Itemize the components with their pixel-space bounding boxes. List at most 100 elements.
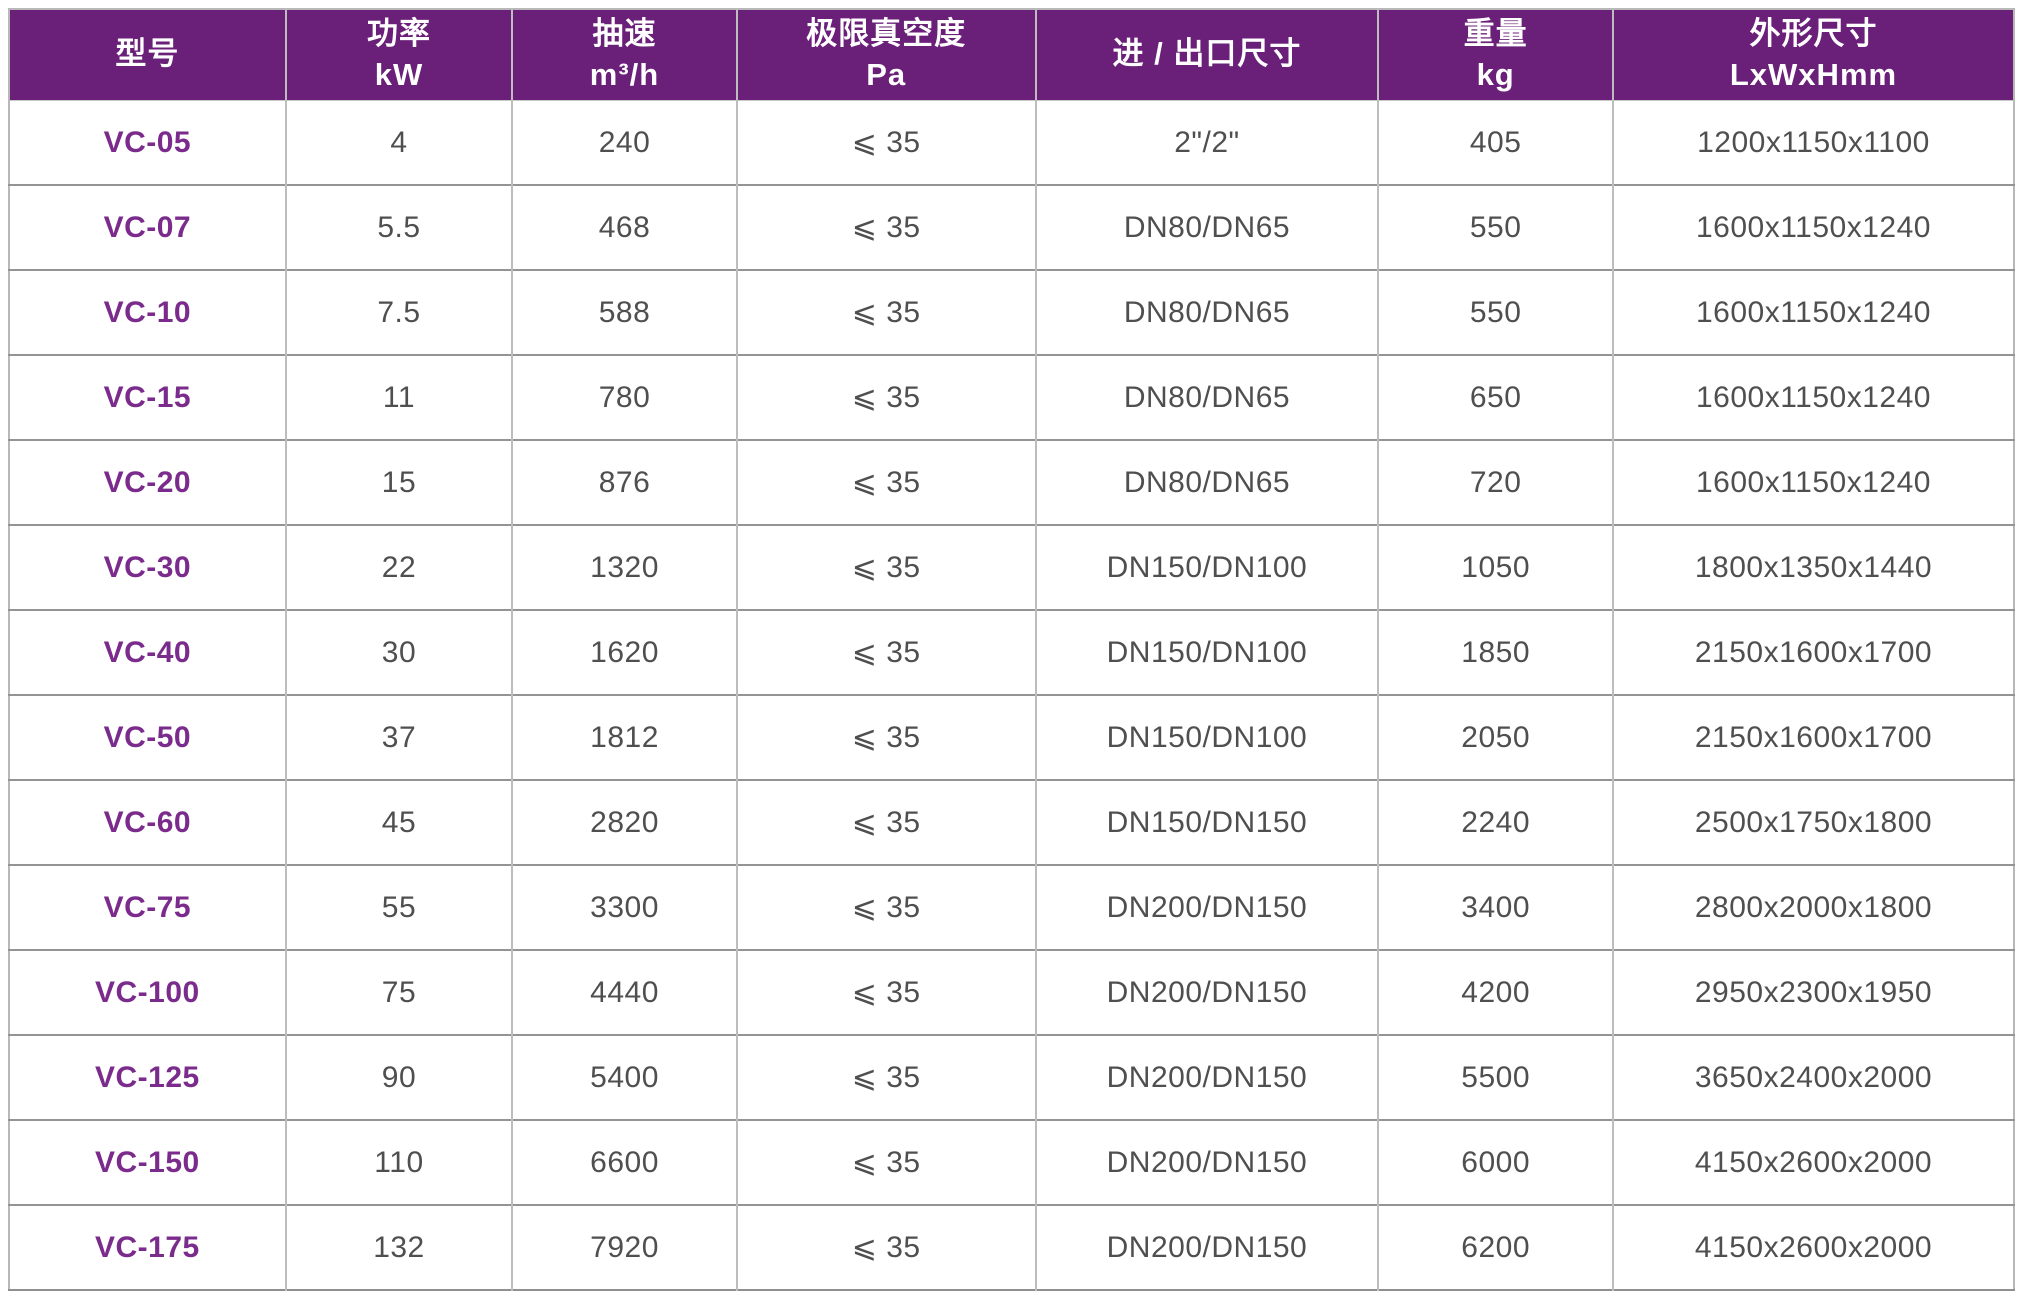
value-cell-speed: 3300 <box>511 864 737 951</box>
model-cell: VC-10 <box>9 269 286 356</box>
value-cell-power: 132 <box>284 1204 513 1291</box>
value-cell-port: DN200/DN150 <box>1034 864 1379 951</box>
table-row: VC-60 45 2820 ⩽ 35 DN150/DN150 2240 2500x1750x… <box>9 779 2014 866</box>
value-cell-dims: 4150x2600x2000 <box>1611 1119 2014 1206</box>
column-header-weight: 重量 kg <box>1377 9 1613 101</box>
value-cell-vacuum: ⩽ 35 <box>735 609 1036 696</box>
value-cell-power: 75 <box>284 949 513 1036</box>
table-row: VC-75 55 3300 ⩽ 35 DN200/DN150 3400 2800x2000x… <box>9 864 2014 951</box>
value-cell-power: 4 <box>284 100 513 186</box>
value-cell-vacuum: ⩽ 35 <box>735 1204 1036 1291</box>
value-cell-weight: 2050 <box>1377 694 1613 781</box>
value-cell-dims: 1800x1350x1440 <box>1611 524 2014 611</box>
value-cell-vacuum: ⩽ 35 <box>735 1119 1036 1206</box>
column-header-vacuum: 极限真空度 Pa <box>735 9 1036 101</box>
column-header-model: 型号 <box>9 9 286 101</box>
value-cell-power: 110 <box>284 1119 513 1206</box>
table-body: VC-05 4 240 ⩽ 35 2"/2" 405 1200x1150x1100 VC-07… <box>9 100 2014 1291</box>
value-cell-vacuum: ⩽ 35 <box>735 864 1036 951</box>
value-cell-power: 7.5 <box>284 269 513 356</box>
value-cell-vacuum: ⩽ 35 <box>735 524 1036 611</box>
value-cell-weight: 550 <box>1377 269 1613 356</box>
value-cell-vacuum: ⩽ 35 <box>735 354 1036 441</box>
table-row: VC-05 4 240 ⩽ 35 2"/2" 405 1200x1150x1100 <box>9 100 2014 186</box>
value-cell-weight: 2240 <box>1377 779 1613 866</box>
value-cell-port: DN200/DN150 <box>1034 1034 1379 1121</box>
value-cell-vacuum: ⩽ 35 <box>735 439 1036 526</box>
value-cell-power: 45 <box>284 779 513 866</box>
value-cell-speed: 4440 <box>511 949 737 1036</box>
table-row: VC-125 90 5400 ⩽ 35 DN200/DN150 5500 3650x2400… <box>9 1034 2014 1121</box>
value-cell-weight: 5500 <box>1377 1034 1613 1121</box>
value-cell-weight: 550 <box>1377 184 1613 271</box>
value-cell-dims: 2150x1600x1700 <box>1611 694 2014 781</box>
value-cell-dims: 2150x1600x1700 <box>1611 609 2014 696</box>
model-cell: VC-100 <box>9 949 286 1036</box>
value-cell-vacuum: ⩽ 35 <box>735 779 1036 866</box>
value-cell-speed: 2820 <box>511 779 737 866</box>
value-cell-port: DN150/DN100 <box>1034 524 1379 611</box>
value-cell-power: 30 <box>284 609 513 696</box>
table-row: VC-20 15 876 ⩽ 35 DN80/DN65 720 1600x1150x1240 <box>9 439 2014 526</box>
model-cell: VC-175 <box>9 1204 286 1291</box>
table-row: VC-30 22 1320 ⩽ 35 DN150/DN100 1050 1800x1350x… <box>9 524 2014 611</box>
value-cell-speed: 1620 <box>511 609 737 696</box>
spec-table: 型号 功率 kW 抽速 m³/h 极限真空度 Pa 进 / 出口尺寸 重量 kg 外形尺寸 … <box>8 8 2015 1292</box>
value-cell-weight: 6200 <box>1377 1204 1613 1291</box>
value-cell-power: 37 <box>284 694 513 781</box>
column-header-power: 功率 kW <box>284 9 513 101</box>
value-cell-power: 22 <box>284 524 513 611</box>
value-cell-dims: 4150x2600x2000 <box>1611 1204 2014 1291</box>
value-cell-vacuum: ⩽ 35 <box>735 949 1036 1036</box>
value-cell-speed: 468 <box>511 184 737 271</box>
value-cell-port: DN150/DN100 <box>1034 694 1379 781</box>
value-cell-speed: 1320 <box>511 524 737 611</box>
table-row: VC-40 30 1620 ⩽ 35 DN150/DN100 1850 2150x1600x… <box>9 609 2014 696</box>
model-cell: VC-150 <box>9 1119 286 1206</box>
column-header-speed: 抽速 m³/h <box>511 9 737 101</box>
value-cell-dims: 1600x1150x1240 <box>1611 439 2014 526</box>
model-cell: VC-60 <box>9 779 286 866</box>
value-cell-port: DN80/DN65 <box>1034 354 1379 441</box>
value-cell-port: DN200/DN150 <box>1034 1204 1379 1291</box>
value-cell-port: DN200/DN150 <box>1034 1119 1379 1206</box>
value-cell-port: DN150/DN100 <box>1034 609 1379 696</box>
value-cell-vacuum: ⩽ 35 <box>735 1034 1036 1121</box>
value-cell-vacuum: ⩽ 35 <box>735 694 1036 781</box>
table-row: VC-150 110 6600 ⩽ 35 DN200/DN150 6000 4150x260… <box>9 1119 2014 1206</box>
model-cell: VC-30 <box>9 524 286 611</box>
table-row: VC-100 75 4440 ⩽ 35 DN200/DN150 4200 2950x2300… <box>9 949 2014 1036</box>
value-cell-dims: 2500x1750x1800 <box>1611 779 2014 866</box>
value-cell-power: 55 <box>284 864 513 951</box>
value-cell-dims: 2800x2000x1800 <box>1611 864 2014 951</box>
value-cell-weight: 6000 <box>1377 1119 1613 1206</box>
value-cell-vacuum: ⩽ 35 <box>735 184 1036 271</box>
value-cell-speed: 240 <box>511 100 737 186</box>
column-header-port: 进 / 出口尺寸 <box>1034 9 1379 101</box>
table-header: 型号 功率 kW 抽速 m³/h 极限真空度 Pa 进 / 出口尺寸 重量 kg 外形尺寸 … <box>9 9 2014 101</box>
value-cell-port: DN80/DN65 <box>1034 439 1379 526</box>
value-cell-weight: 720 <box>1377 439 1613 526</box>
value-cell-speed: 6600 <box>511 1119 737 1206</box>
table-row: VC-15 11 780 ⩽ 35 DN80/DN65 650 1600x1150x1240 <box>9 354 2014 441</box>
column-header-dims: 外形尺寸 LxWxHmm <box>1611 9 2014 101</box>
value-cell-power: 15 <box>284 439 513 526</box>
model-cell: VC-05 <box>9 100 286 186</box>
value-cell-vacuum: ⩽ 35 <box>735 269 1036 356</box>
value-cell-speed: 1812 <box>511 694 737 781</box>
table-row: VC-07 5.5 468 ⩽ 35 DN80/DN65 550 1600x1150x124… <box>9 184 2014 271</box>
value-cell-speed: 5400 <box>511 1034 737 1121</box>
value-cell-weight: 650 <box>1377 354 1613 441</box>
value-cell-weight: 4200 <box>1377 949 1613 1036</box>
model-cell: VC-40 <box>9 609 286 696</box>
value-cell-speed: 588 <box>511 269 737 356</box>
model-cell: VC-75 <box>9 864 286 951</box>
value-cell-dims: 1600x1150x1240 <box>1611 184 2014 271</box>
value-cell-dims: 1200x1150x1100 <box>1611 100 2014 186</box>
value-cell-port: DN80/DN65 <box>1034 184 1379 271</box>
model-cell: VC-125 <box>9 1034 286 1121</box>
model-cell: VC-50 <box>9 694 286 781</box>
value-cell-port: DN150/DN150 <box>1034 779 1379 866</box>
spec-table-container: 型号 功率 kW 抽速 m³/h 极限真空度 Pa 进 / 出口尺寸 重量 kg 外形尺寸 … <box>8 8 2015 1292</box>
model-cell: VC-07 <box>9 184 286 271</box>
